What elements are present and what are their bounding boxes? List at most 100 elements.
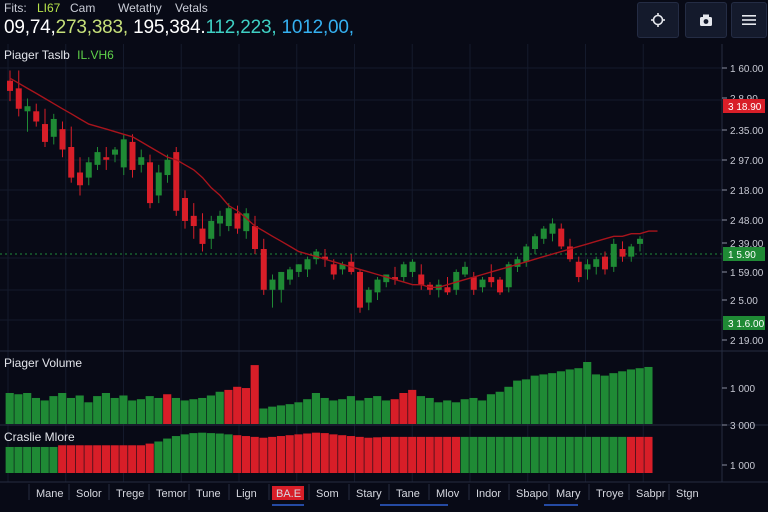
- candle-body: [7, 80, 13, 91]
- strength-bar: [49, 446, 58, 473]
- candle-body: [295, 264, 302, 272]
- volume-bar: [14, 394, 23, 424]
- volume-bar: [600, 375, 609, 424]
- time-label: Solor: [76, 488, 102, 500]
- volume-bar: [486, 394, 496, 424]
- top-bar: Fits: LI67 Cam Wetathy Vetals 09,74,273,…: [0, 0, 768, 44]
- volume-bar: [460, 399, 469, 424]
- menu-item-symbol[interactable]: LI67: [37, 1, 61, 15]
- candle-body: [287, 269, 293, 280]
- strength-bar: [294, 434, 303, 473]
- candle: [330, 259, 337, 280]
- candle: [287, 266, 293, 285]
- candle: [400, 261, 407, 283]
- menu-button[interactable]: [731, 2, 767, 38]
- strength-bar: [23, 446, 32, 473]
- volume-bar: [163, 394, 172, 424]
- volume-bar: [224, 389, 233, 424]
- candle-body: [523, 246, 530, 262]
- time-label: Tane: [396, 488, 420, 500]
- candle: [217, 210, 223, 237]
- volume-bar: [40, 400, 49, 424]
- time-axis[interactable]: Mane Solor Trege Temor Tune Lign BA.E Som Stary T…: [28, 484, 699, 506]
- candle-body: [155, 172, 162, 196]
- candle: [610, 238, 617, 272]
- candle: [68, 126, 75, 183]
- volume-bar: [346, 396, 356, 424]
- strength-bar: [154, 441, 163, 473]
- candle-body: [400, 264, 407, 278]
- price-tag-label: 3 1.6.00: [728, 319, 765, 330]
- volume-bar: [635, 368, 644, 424]
- strength-bar: [110, 445, 119, 473]
- strength-bar: [206, 433, 216, 473]
- candle-body: [164, 159, 171, 176]
- strength-bar: [644, 436, 653, 473]
- candle-body: [637, 238, 643, 244]
- menu-item-view[interactable]: Wetathy: [118, 1, 162, 15]
- volume-bar: [478, 400, 487, 424]
- candle: [514, 256, 521, 272]
- candle: [348, 254, 355, 275]
- menu-item-cam[interactable]: Cam: [70, 1, 96, 15]
- price-axis[interactable]: 1 60.00 2 8.90 2.35.00 2 97.00 2 18.00 2 48.0…: [722, 64, 765, 472]
- strength-bar: [5, 446, 14, 473]
- candle-body: [182, 198, 188, 221]
- candle-body: [208, 220, 215, 239]
- strength-bar: [600, 436, 609, 473]
- time-label: Troye: [596, 488, 624, 500]
- strength-bars: [5, 432, 653, 473]
- candle-body: [260, 249, 267, 290]
- volume-bar: [556, 371, 566, 424]
- candle: [339, 261, 346, 275]
- time-label: Mane: [36, 488, 64, 500]
- volume-tick-label: 1 000: [730, 461, 755, 472]
- candle: [427, 282, 433, 295]
- candle-body: [383, 274, 390, 283]
- strength-bar: [618, 436, 627, 473]
- volume-bar: [206, 395, 216, 424]
- strength-bar: [434, 436, 443, 473]
- strength-bar: [40, 446, 49, 473]
- ticker-value: 195,384.: [133, 17, 206, 38]
- target-button[interactable]: [637, 2, 679, 38]
- volume-bar: [355, 400, 364, 424]
- volume-bar: [565, 369, 574, 424]
- menu-item-file[interactable]: Fits:: [4, 1, 27, 15]
- candle: [409, 259, 416, 278]
- camera-icon: [700, 14, 712, 26]
- hamburger-icon: [742, 15, 756, 25]
- strength-bar: [626, 436, 636, 473]
- candle-body: [322, 256, 328, 260]
- screenshot-button[interactable]: [685, 2, 727, 38]
- candle-body: [470, 277, 477, 290]
- candle-body: [532, 236, 538, 249]
- candle-body: [24, 106, 31, 112]
- candle-body: [330, 264, 337, 275]
- candle: [129, 134, 136, 178]
- candle: [532, 233, 538, 255]
- candle-body: [567, 246, 573, 260]
- candle: [628, 243, 635, 262]
- price-tick-label: 2 18.00: [730, 186, 764, 197]
- menu-item-details[interactable]: Vetals: [175, 1, 208, 15]
- volume-bar: [381, 400, 391, 424]
- volume-bar: [320, 397, 329, 424]
- strength-bar: [215, 433, 224, 473]
- volume-tick-label: 3 000: [730, 421, 755, 432]
- moving-average-line: [9, 77, 658, 288]
- price-panel-title: Piager Taslb: [4, 48, 70, 62]
- volume-bar: [66, 397, 76, 424]
- strength-bar: [84, 445, 93, 473]
- candle-body: [365, 289, 372, 303]
- volume-bar: [198, 397, 207, 424]
- candle-body: [540, 228, 547, 239]
- candle-body: [339, 264, 346, 270]
- volume-bar: [416, 396, 426, 424]
- candle: [85, 157, 92, 186]
- candle: [278, 271, 285, 303]
- strength-bar: [119, 445, 128, 473]
- candle-body: [234, 213, 241, 229]
- strength-bar: [250, 436, 259, 473]
- candle: [549, 218, 556, 242]
